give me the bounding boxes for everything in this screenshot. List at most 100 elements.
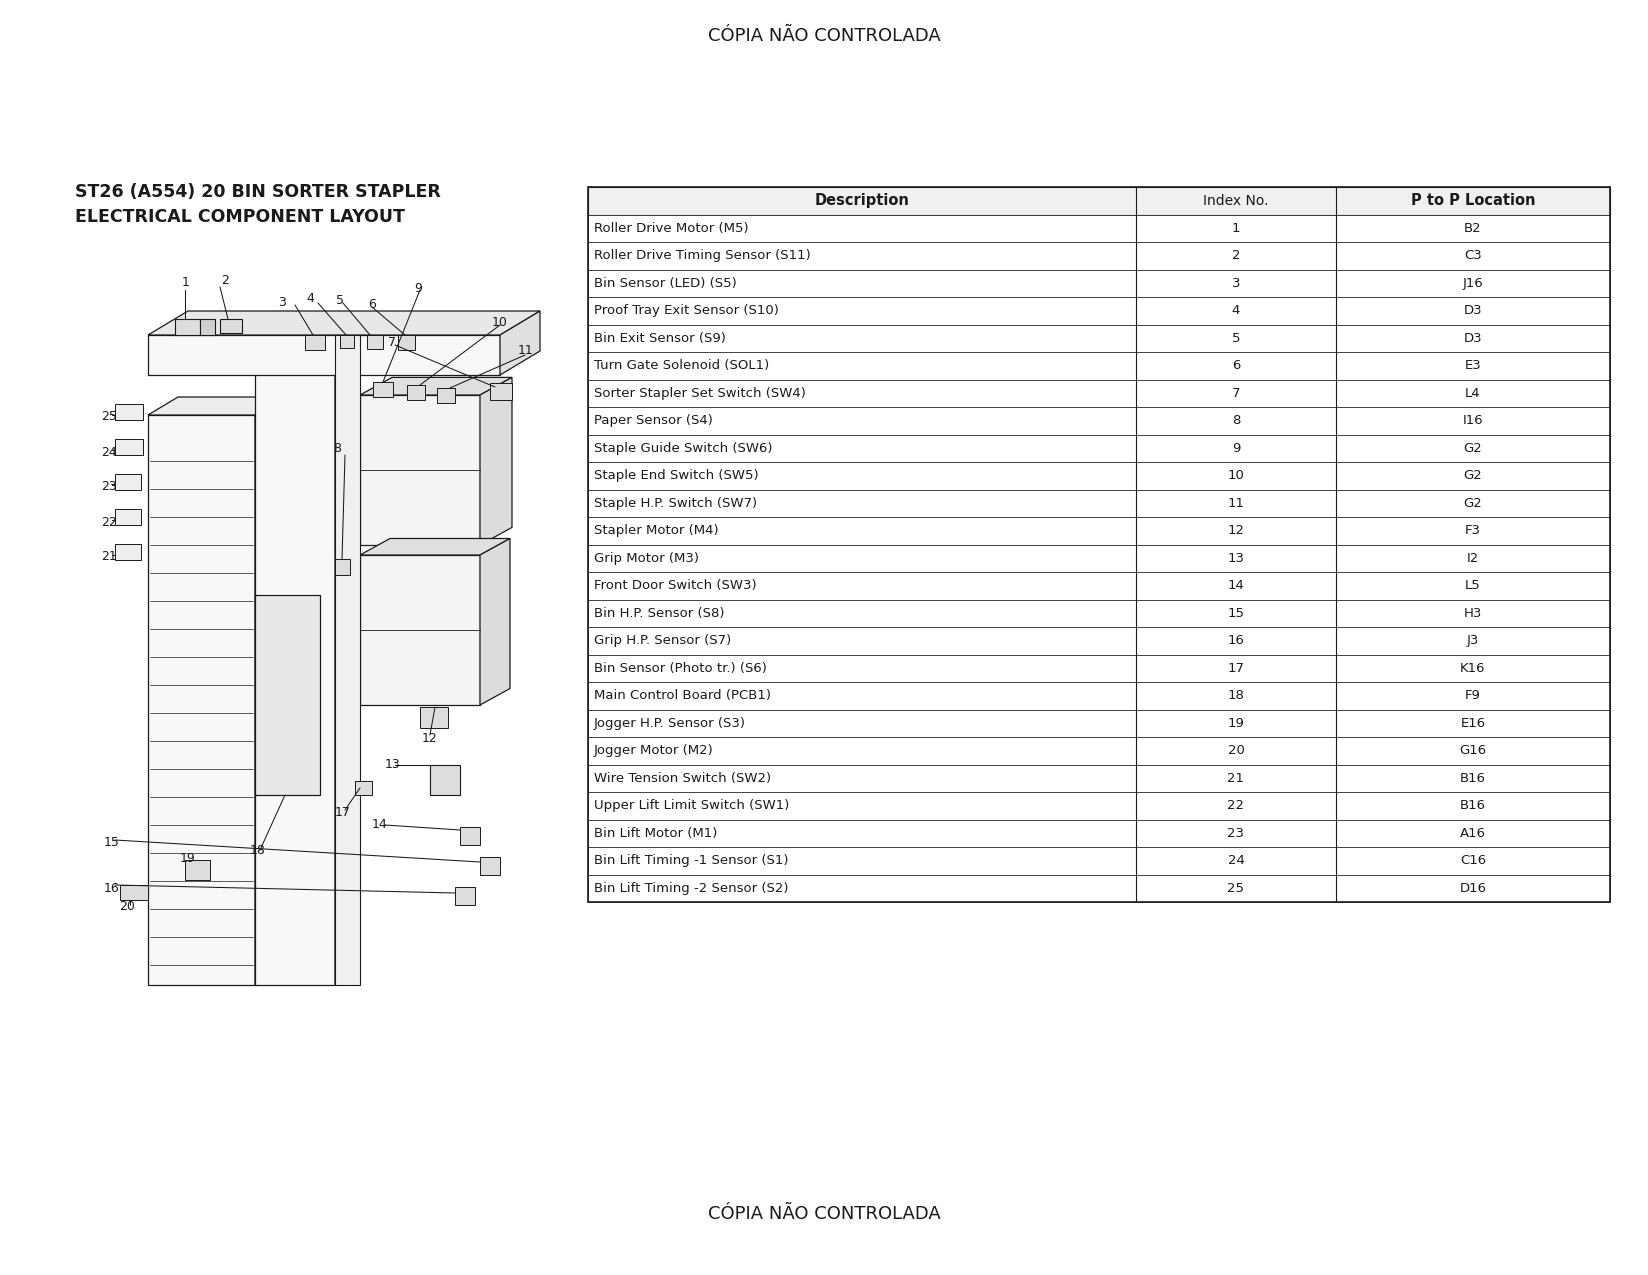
Polygon shape (359, 538, 509, 555)
Text: 12: 12 (1228, 524, 1244, 537)
Text: 24: 24 (101, 446, 117, 459)
Text: Main Control Board (PCB1): Main Control Board (PCB1) (593, 690, 771, 703)
Text: 17: 17 (1228, 662, 1244, 674)
Bar (588, 407, 1610, 435)
Text: 8: 8 (333, 442, 341, 455)
Text: B2: B2 (1463, 222, 1482, 235)
Text: 1: 1 (1231, 222, 1241, 235)
Text: Turn Gate Solenoid (SOL1): Turn Gate Solenoid (SOL1) (593, 360, 770, 372)
Bar (588, 187, 1610, 214)
Polygon shape (305, 335, 325, 351)
Text: 19: 19 (180, 853, 196, 866)
Polygon shape (499, 311, 541, 375)
Polygon shape (148, 335, 499, 375)
Text: 16: 16 (1228, 634, 1244, 648)
Text: 10: 10 (1228, 469, 1244, 482)
Polygon shape (148, 397, 285, 414)
Polygon shape (420, 708, 448, 728)
Bar (588, 654, 1610, 682)
Polygon shape (335, 340, 359, 986)
Text: 5: 5 (336, 295, 344, 307)
Text: 9: 9 (414, 282, 422, 295)
Bar (588, 325, 1610, 352)
Polygon shape (219, 319, 242, 333)
Text: 15: 15 (104, 836, 120, 849)
Text: 16: 16 (104, 881, 120, 895)
Polygon shape (255, 354, 335, 986)
Text: Grip Motor (M3): Grip Motor (M3) (593, 552, 699, 565)
Text: 7: 7 (387, 337, 396, 349)
Text: C16: C16 (1460, 854, 1486, 867)
Bar (588, 352, 1610, 380)
Bar (588, 820, 1610, 847)
Text: 23: 23 (101, 481, 117, 493)
Polygon shape (185, 861, 209, 880)
Text: Bin Exit Sensor (S9): Bin Exit Sensor (S9) (593, 332, 725, 344)
Text: 15: 15 (1228, 607, 1244, 620)
Text: 19: 19 (1228, 717, 1244, 729)
Text: G2: G2 (1463, 469, 1482, 482)
Bar (588, 847, 1610, 875)
Polygon shape (115, 509, 142, 525)
Text: 4: 4 (307, 292, 313, 306)
Text: 23: 23 (1228, 826, 1244, 840)
Polygon shape (430, 765, 460, 796)
Text: 1: 1 (181, 275, 190, 288)
Polygon shape (460, 827, 480, 845)
Text: D16: D16 (1460, 882, 1486, 895)
Text: H3: H3 (1463, 607, 1482, 620)
Text: Bin H.P. Sensor (S8): Bin H.P. Sensor (S8) (593, 607, 725, 620)
Polygon shape (199, 319, 214, 335)
Polygon shape (359, 377, 513, 395)
Text: Stapler Motor (M4): Stapler Motor (M4) (593, 524, 719, 537)
Bar (588, 572, 1610, 599)
Text: ELECTRICAL COMPONENT LAYOUT: ELECTRICAL COMPONENT LAYOUT (76, 208, 405, 226)
Text: F3: F3 (1465, 524, 1482, 537)
Bar (588, 187, 1610, 901)
Text: 3: 3 (1231, 277, 1241, 289)
Bar (588, 516, 1610, 544)
Text: G2: G2 (1463, 497, 1482, 510)
Text: 25: 25 (101, 411, 117, 423)
Text: L5: L5 (1465, 579, 1482, 593)
Text: Sorter Stapler Set Switch (SW4): Sorter Stapler Set Switch (SW4) (593, 386, 806, 400)
Polygon shape (175, 319, 199, 335)
Polygon shape (354, 782, 372, 796)
Text: 21: 21 (1228, 771, 1244, 784)
Bar (588, 544, 1610, 572)
Polygon shape (399, 335, 415, 351)
Polygon shape (115, 474, 142, 490)
Polygon shape (359, 555, 480, 705)
Text: Bin Lift Timing -2 Sensor (S2): Bin Lift Timing -2 Sensor (S2) (593, 882, 788, 895)
Polygon shape (359, 395, 480, 544)
Text: K16: K16 (1460, 662, 1486, 674)
Text: 3: 3 (279, 297, 287, 310)
Text: 11: 11 (517, 344, 534, 357)
Text: Bin Lift Timing -1 Sensor (S1): Bin Lift Timing -1 Sensor (S1) (593, 854, 788, 867)
Bar (588, 792, 1610, 820)
Bar (588, 875, 1610, 901)
Text: 7: 7 (1231, 386, 1241, 400)
Polygon shape (480, 857, 499, 875)
Bar (588, 765, 1610, 792)
Text: 14: 14 (372, 817, 387, 830)
Text: C3: C3 (1463, 249, 1482, 263)
Text: 20: 20 (1228, 745, 1244, 757)
Polygon shape (148, 311, 541, 335)
Text: 22: 22 (101, 516, 117, 529)
Bar (588, 490, 1610, 516)
Text: Bin Sensor (LED) (S5): Bin Sensor (LED) (S5) (593, 277, 737, 289)
Text: CÓPIA NÃO CONTROLADA: CÓPIA NÃO CONTROLADA (707, 1205, 941, 1223)
Bar (588, 462, 1610, 490)
Text: Bin Sensor (Photo tr.) (S6): Bin Sensor (Photo tr.) (S6) (593, 662, 766, 674)
Text: Front Door Switch (SW3): Front Door Switch (SW3) (593, 579, 756, 593)
Bar (588, 435, 1610, 462)
Text: 24: 24 (1228, 854, 1244, 867)
Text: 11: 11 (1228, 497, 1244, 510)
Polygon shape (255, 595, 320, 796)
Polygon shape (148, 414, 255, 986)
Bar (588, 599, 1610, 627)
Polygon shape (335, 558, 349, 575)
Text: 6: 6 (1231, 360, 1241, 372)
Text: L4: L4 (1465, 386, 1482, 400)
